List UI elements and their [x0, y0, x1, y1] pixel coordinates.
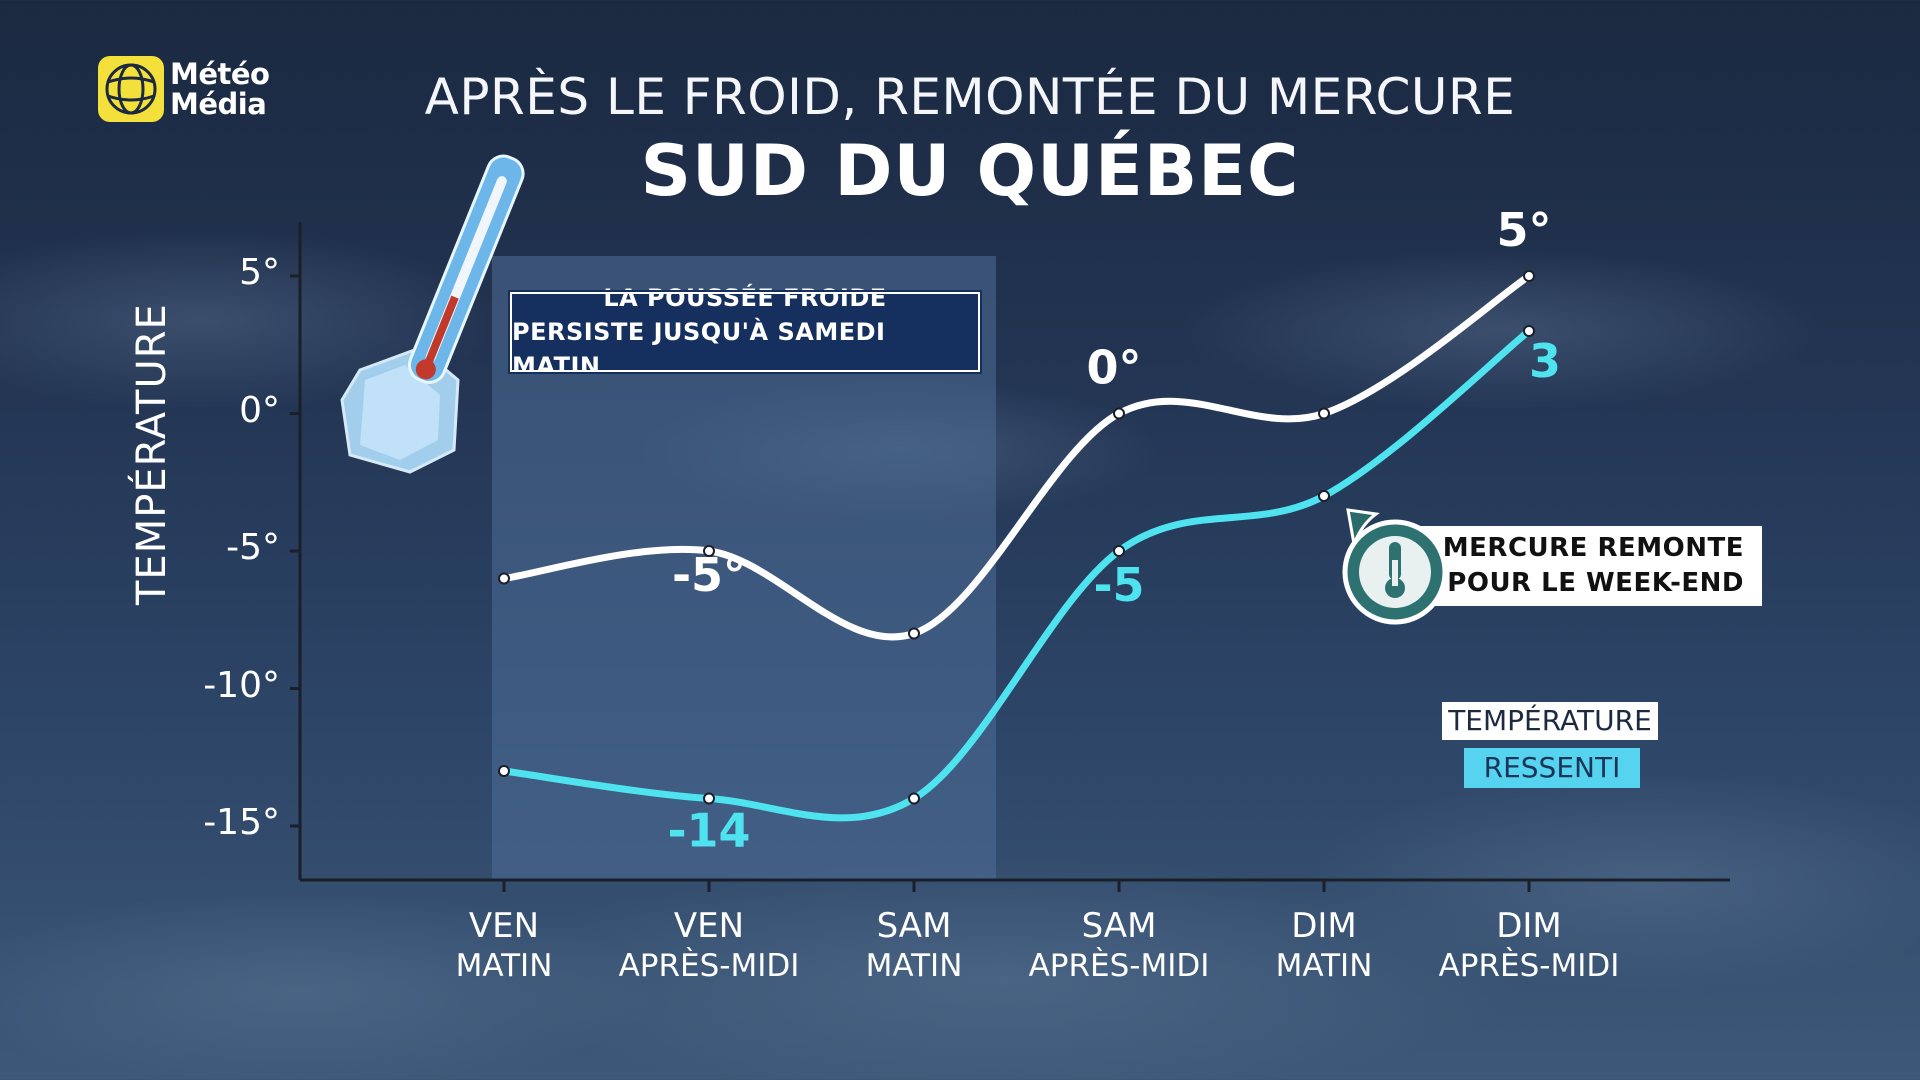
data-point	[703, 545, 715, 557]
ressenti-line	[500, 327, 1533, 822]
x-tick-label: DIM MATIN	[1275, 906, 1373, 984]
data-point	[1318, 407, 1330, 420]
data-point	[1523, 325, 1535, 337]
meteomedia-logo: Météo Média	[98, 56, 270, 122]
data-point	[703, 792, 715, 805]
logo-line2: Média	[170, 87, 267, 121]
y-axis-label: TEMPÉRATURE	[129, 303, 175, 605]
legend-ressenti: RESSENTI	[1464, 748, 1640, 788]
chart-subtitle: SUD DU QUÉBEC	[640, 130, 1300, 212]
y-tick-label: -5°	[226, 527, 280, 568]
x-tick-label: SAM MATIN	[865, 906, 963, 984]
data-label: -5°	[672, 548, 746, 602]
data-point	[1318, 490, 1330, 502]
data-point	[908, 792, 920, 805]
warm-callout-line2: POUR LE WEEK-END	[1447, 568, 1744, 598]
x-tick-label: SAM APRÈS-MIDI	[1028, 906, 1210, 984]
data-label: -14	[667, 804, 750, 858]
legend-temperature: TEMPÉRATURE	[1442, 702, 1658, 740]
y-tick-label: 0°	[239, 389, 280, 431]
temperature-line	[500, 272, 1533, 641]
data-label: 3	[1529, 334, 1561, 388]
frozen-thermometer-icon	[340, 154, 525, 474]
x-tick-label: VEN MATIN	[455, 906, 553, 984]
y-tick-label: 5°	[239, 252, 280, 293]
data-point	[1523, 270, 1535, 282]
logo-line1: Météo	[170, 57, 270, 91]
data-point	[1113, 545, 1125, 557]
data-label: -5	[1093, 558, 1144, 612]
globe-icon	[98, 56, 164, 122]
data-point	[498, 765, 510, 777]
chart-title: APRÈS LE FROID, REMONTÉE DU MERCURE	[424, 68, 1516, 126]
data-point	[908, 627, 920, 640]
data-point	[498, 572, 510, 585]
y-tick-label: -10°	[203, 664, 280, 706]
cold-callout-line1: LA POUSSÉE FROIDE	[603, 284, 887, 312]
thermometer-icon	[1342, 508, 1448, 625]
x-tick-label: VEN APRÈS-MIDI	[618, 906, 800, 984]
cold-callout-line2: PERSISTE JUSQU'À SAMEDI MATIN	[512, 318, 886, 380]
warm-callout-line1: LE MERCURE REMONTE	[1397, 533, 1744, 563]
cold-callout: LA POUSSÉE FROIDE PERSISTE JUSQU'À SAMED…	[508, 284, 982, 380]
y-tick-label: -15°	[203, 802, 280, 843]
data-label: 0°	[1086, 341, 1141, 395]
data-label: 5°	[1496, 203, 1551, 257]
data-point	[1113, 407, 1125, 420]
x-tick-label: DIM APRÈS-MIDI	[1438, 906, 1620, 984]
